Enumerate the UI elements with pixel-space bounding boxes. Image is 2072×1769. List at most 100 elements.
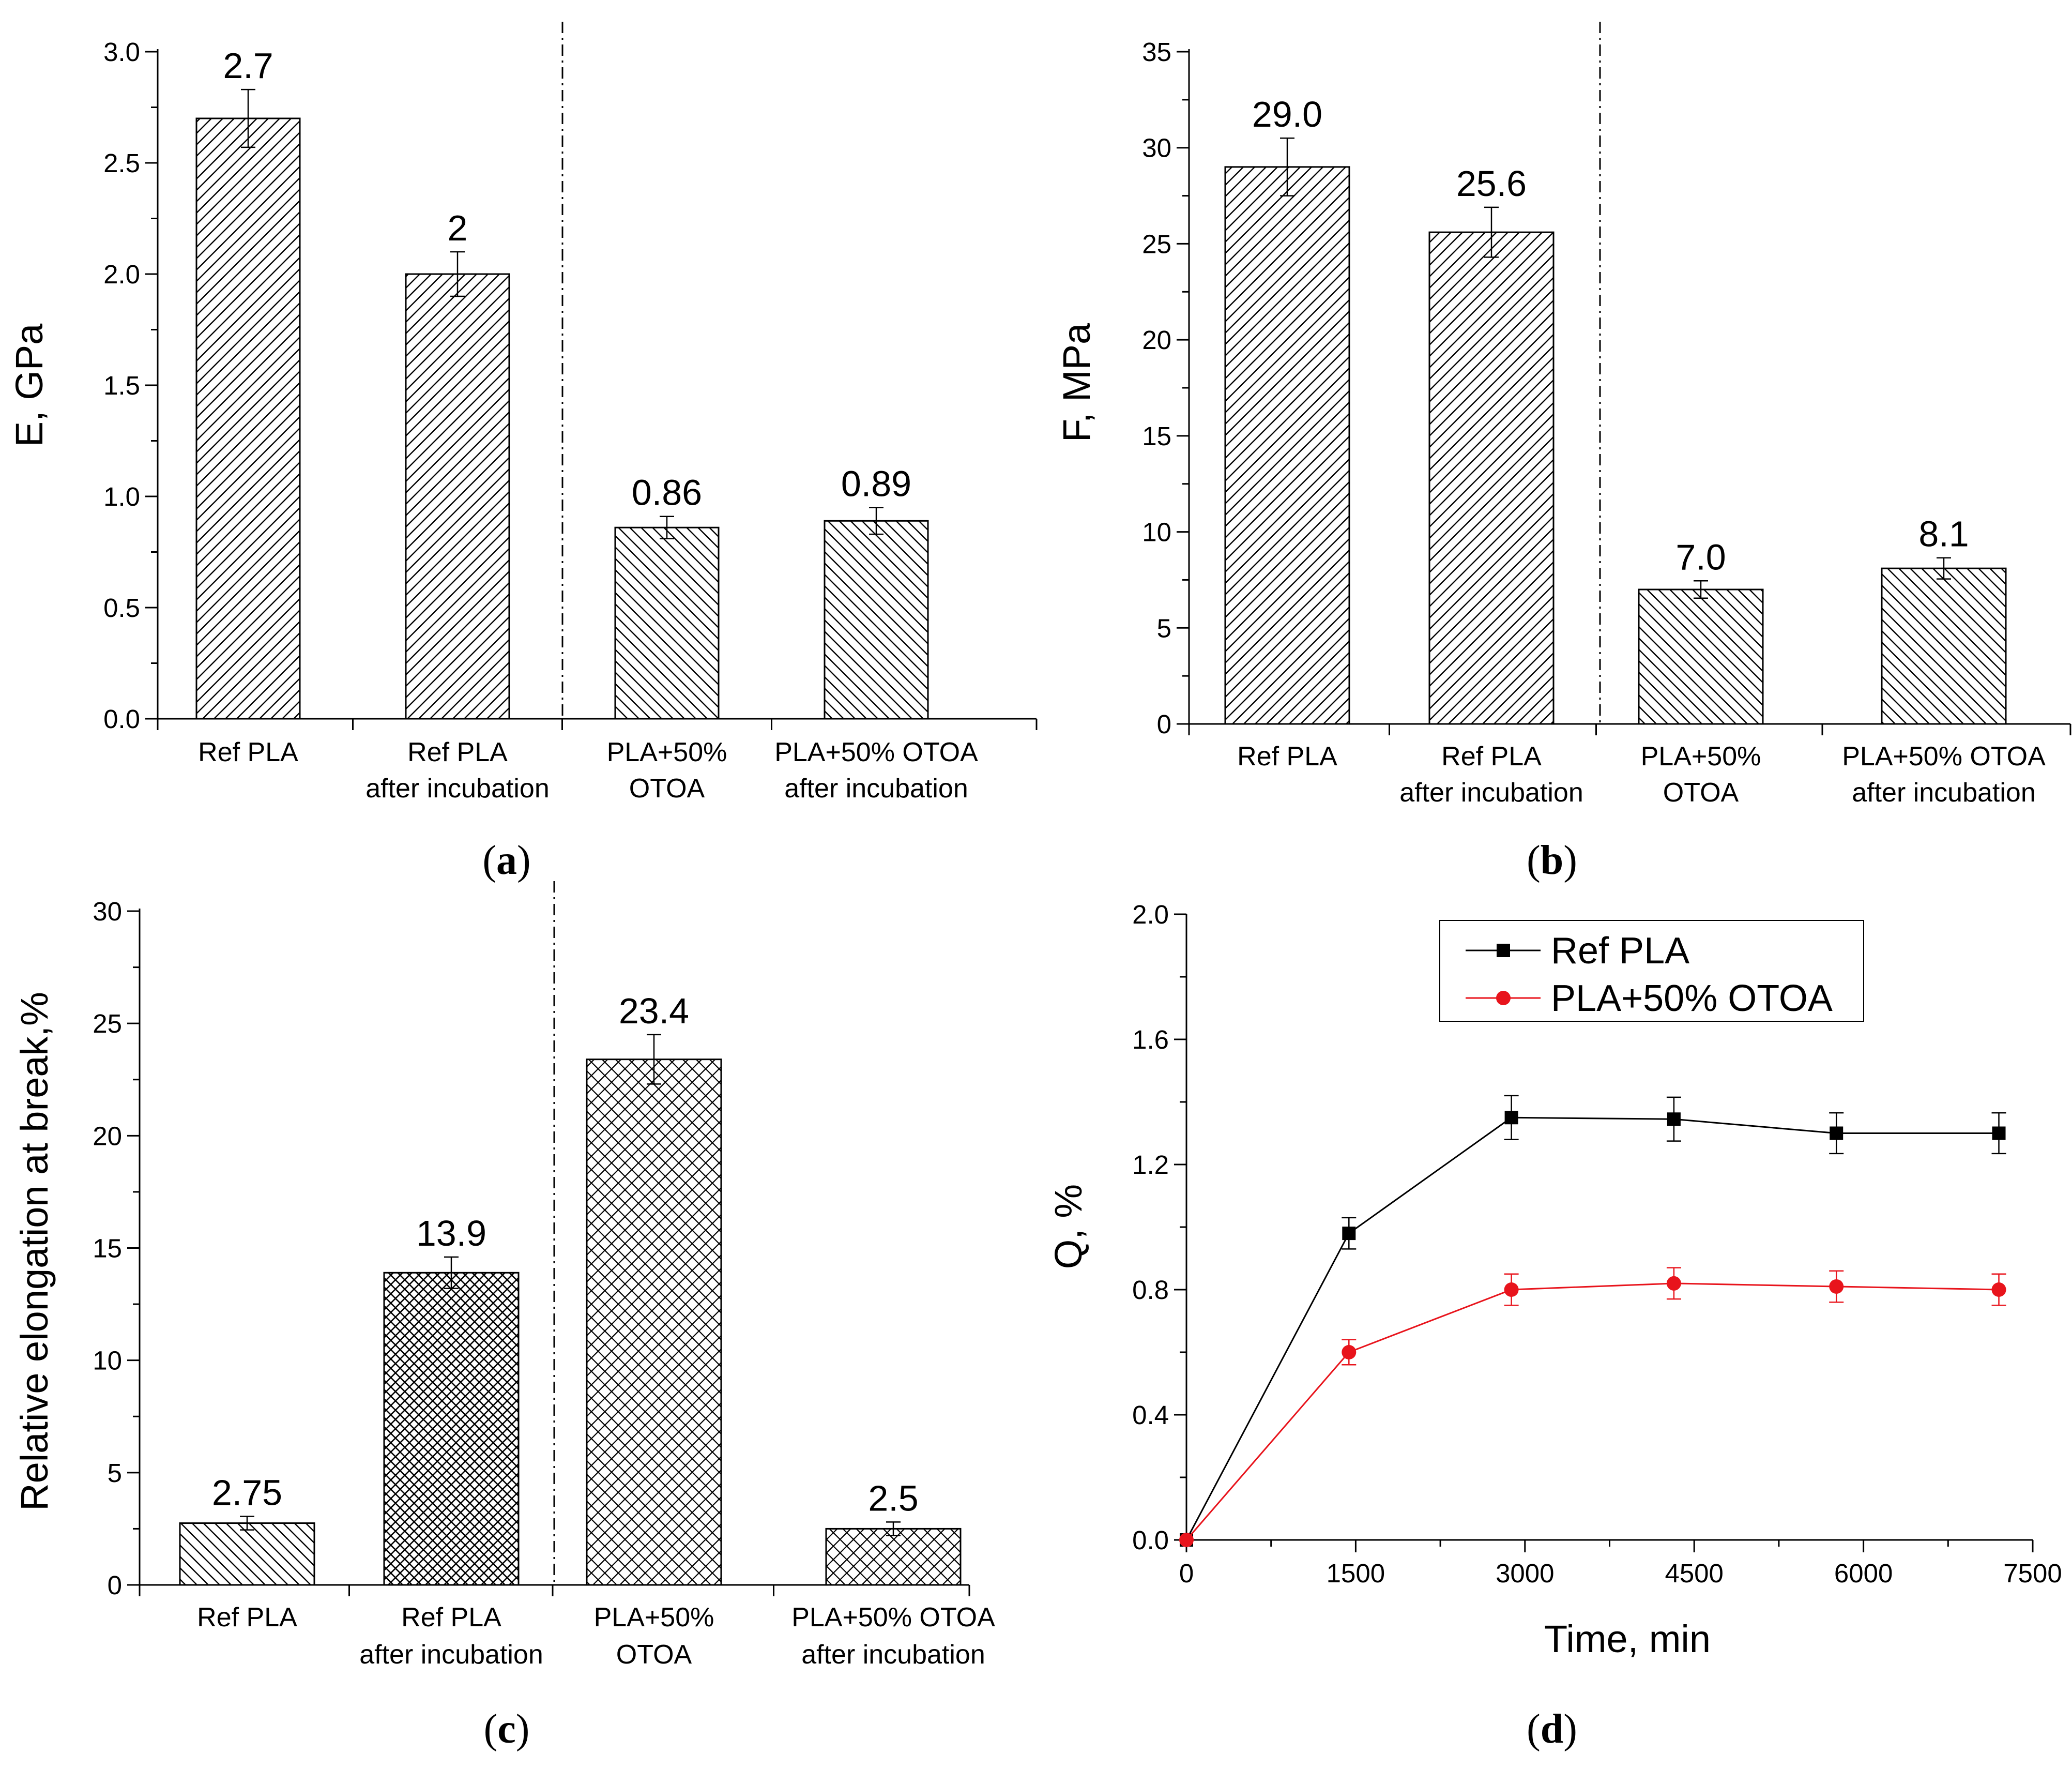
panel-d-legend-marker [1497, 944, 1510, 957]
panel-c-chart: 0 5 10 15 20 25 30 Relative elongation at break… [13, 881, 995, 1670]
panel-d-x-tick-label: 1500 [1327, 1559, 1385, 1588]
panel-b-value-label: 29.0 [1252, 94, 1322, 134]
panel-d-series-2-marker [1342, 1345, 1357, 1359]
panel-a-category-label: PLA+50% [607, 737, 727, 767]
panel-d-y-tick-label: 2.0 [1132, 900, 1169, 929]
panel-d-legend-label: Ref PLA [1551, 930, 1689, 972]
panel-d-x-tick-label: 3000 [1496, 1559, 1554, 1588]
panel-b-y-axis-title: F, MPa [1055, 323, 1098, 442]
panel-c-y-tick-label: 15 [93, 1234, 122, 1263]
panel-d-series-1-marker [1342, 1227, 1356, 1241]
panel-a-value-label: 2.7 [223, 46, 273, 86]
panel-a-y-tick-label: 0.0 [103, 704, 140, 734]
panel-b-category-label: after incubation [1852, 778, 2036, 808]
panel-b-bar [1224, 166, 1350, 725]
panel-a-category-label: Ref PLA [407, 737, 508, 767]
panel-b-value-label: 7.0 [1675, 537, 1726, 577]
panel-a-bar [614, 526, 720, 720]
panel-a-value-label: 0.86 [632, 473, 702, 513]
panel-d-chart: 0.0 0.4 0.8 1.2 1.6 2.0 0 1500 3000 4500 6000 7500 Q… [1047, 900, 2062, 1660]
panel-a-y-tick-label: 1.5 [103, 371, 140, 400]
panel-d-series-2-marker [1179, 1533, 1194, 1547]
panel-c-bar [825, 1528, 962, 1586]
panel-d-legend-label: PLA+50% OTOA [1551, 978, 1833, 1019]
panel-c-caption: (c) [484, 1706, 530, 1752]
panel-b-category-label: PLA+50% OTOA [1842, 742, 2046, 772]
panel-b-y-tick-label: 10 [1142, 518, 1171, 547]
panel-c-value-label: 2.5 [868, 1478, 918, 1518]
panel-c-bar [179, 1522, 315, 1586]
panel-d-series-1-marker [1830, 1126, 1844, 1140]
panel-c-y-tick-label: 20 [93, 1121, 122, 1151]
panel-c-category-label: after incubation [801, 1640, 985, 1670]
panel-a-category-label: OTOA [629, 774, 705, 804]
panel-b-y-tick-label: 25 [1142, 229, 1171, 259]
panel-b-caption: (b) [1527, 838, 1577, 883]
panel-d-y-tick-label: 0.8 [1132, 1275, 1169, 1305]
panel-a-category-label: Ref PLA [198, 737, 298, 767]
panel-d-y-tick-label: 1.6 [1132, 1025, 1169, 1054]
panel-a-bar [405, 273, 510, 720]
panel-d-series-2-line [1185, 1282, 1999, 1540]
panel-a-category-label: after incubation [365, 774, 550, 804]
panel-c-y-tick-label: 0 [108, 1570, 122, 1600]
panel-b-category-label: OTOA [1663, 778, 1739, 808]
panel-c-category-label: after incubation [359, 1640, 543, 1670]
panel-b-y-tick-label: 20 [1142, 325, 1171, 355]
panel-c-category-label: PLA+50% [594, 1602, 714, 1632]
panel-b-value-label: 8.1 [1918, 514, 1969, 554]
panel-d-series-1-marker [1504, 1111, 1518, 1125]
panel-a-value-label: 2 [448, 208, 468, 248]
panel-c-bar [586, 1059, 722, 1586]
panel-a-y-axis-title: E, GPa [8, 323, 51, 447]
panel-d-caption: (d) [1527, 1706, 1577, 1752]
panel-c-category-label: Ref PLA [197, 1602, 297, 1632]
panel-c-y-axis-title: Relative elongation at break,% [13, 992, 56, 1511]
panel-a-y-tick-label: 1.0 [103, 482, 140, 511]
panel-c-y-tick-label: 30 [93, 897, 122, 926]
panel-b-y-tick-label: 5 [1157, 613, 1171, 643]
panel-d-y-tick-label: 1.2 [1132, 1150, 1169, 1180]
panel-a-chart: 0.0 0.5 1.0 1.5 2.0 2.5 3.0 E, GPa 2.7 Ref PLA 2 Re… [8, 22, 1038, 804]
panel-a-value-label: 0.89 [841, 464, 911, 504]
panel-d-series-2-marker [1666, 1276, 1681, 1291]
panel-b-bar [1428, 231, 1555, 725]
panel-c-y-tick-label: 10 [93, 1346, 122, 1375]
panel-d-legend-box [1439, 920, 1864, 1022]
panel-a-y-tick-label: 2.5 [103, 148, 140, 178]
panel-b-category-label: after incubation [1399, 778, 1583, 808]
panel-d-x-axis-title: Time, min [1544, 1617, 1711, 1660]
panel-c-y-tick-label: 5 [108, 1458, 122, 1488]
panel-a-y-tick-label: 2.0 [103, 260, 140, 289]
panel-a-y-tick-label: 0.5 [103, 593, 140, 623]
panel-b-category-label: Ref PLA [1237, 742, 1337, 772]
panel-d-x-tick-label: 7500 [2003, 1559, 2062, 1588]
panel-c-y-tick-label: 25 [93, 1009, 122, 1038]
panel-c-bar [383, 1272, 520, 1586]
panel-c-value-label: 2.75 [212, 1473, 282, 1513]
panel-d-series-2-marker [1829, 1279, 1844, 1294]
panel-a-bar [195, 117, 301, 720]
panel-b-y-tick-label: 35 [1142, 37, 1171, 67]
panel-d-y-axis-title: Q, % [1047, 1184, 1090, 1269]
panel-c-category-label: PLA+50% OTOA [791, 1602, 995, 1632]
panel-b-bar [1638, 588, 1764, 725]
panel-d-series-1-marker [1667, 1112, 1681, 1126]
panel-a-bar [824, 520, 929, 720]
panel-d-x-tick-label: 4500 [1665, 1559, 1723, 1588]
panel-a-y-tick-label: 3.0 [103, 37, 140, 67]
panel-b-value-label: 25.6 [1456, 163, 1527, 204]
panel-d-legend-marker [1496, 991, 1511, 1005]
panel-a-caption: (a) [482, 838, 530, 883]
panel-d-y-tick-label: 0.4 [1132, 1400, 1169, 1430]
panel-a-category-label: after incubation [784, 774, 968, 804]
panel-b-category-label: Ref PLA [1441, 742, 1542, 772]
panel-c-category-label: OTOA [616, 1640, 692, 1670]
panel-d-series-1-marker [1992, 1126, 2006, 1140]
panel-d-series-2-marker [1504, 1282, 1519, 1297]
panel-d-y-tick-label: 0.0 [1132, 1525, 1169, 1555]
panel-b-bar [1881, 567, 2007, 725]
panel-a-category-label: PLA+50% OTOA [774, 737, 978, 767]
panel-b-category-label: PLA+50% [1641, 742, 1761, 772]
panel-b-y-tick-label: 15 [1142, 421, 1171, 451]
